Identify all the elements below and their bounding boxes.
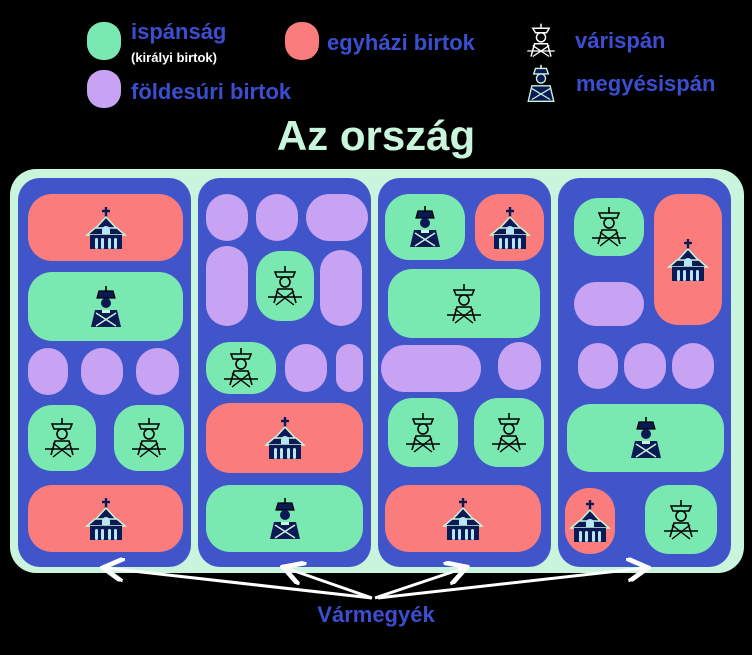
royal-estate [114, 405, 184, 471]
noble-estate [256, 194, 298, 241]
royal-estate [388, 269, 540, 338]
castle-guard-icon [658, 497, 704, 543]
royal-estate [474, 398, 544, 467]
noble-estate [574, 282, 644, 326]
legend-egyhazi-swatch [285, 22, 319, 60]
royal-estate [574, 198, 644, 256]
arrow-county-3 [374, 568, 464, 600]
castle-guard-icon [400, 410, 446, 456]
church-estate [654, 194, 722, 325]
noble-estate [672, 343, 714, 389]
church-estate [565, 488, 615, 554]
legend-ispansag-label: ispánság [131, 19, 227, 44]
count-bust-icon [402, 204, 448, 250]
church-icon [487, 205, 533, 251]
legend-egyhazi-label: egyházi birtok [327, 30, 475, 55]
church-icon [440, 496, 486, 542]
royal-estate [256, 251, 314, 321]
church-estate [475, 194, 544, 261]
castle-guard-icon [218, 345, 264, 391]
county-1 [18, 178, 191, 567]
castle-guard-icon [441, 281, 487, 327]
church-icon [262, 415, 308, 461]
noble-estate [206, 194, 248, 241]
noble-estate [578, 343, 618, 389]
noble-estate [206, 246, 248, 326]
count-bust-icon [623, 415, 669, 461]
noble-estate [306, 194, 368, 241]
royal-estate [388, 398, 458, 467]
church-estate [385, 485, 541, 552]
arrow-county-4 [377, 568, 645, 600]
noble-estate [320, 250, 362, 326]
castle-guard-icon [586, 204, 632, 250]
royal-estate [28, 405, 96, 471]
noble-estate [336, 344, 363, 392]
county-2 [198, 178, 371, 567]
counties-label: Vármegyék [317, 602, 435, 627]
noble-estate [285, 344, 327, 392]
noble-estate [81, 348, 123, 395]
count-bust-icon [83, 284, 129, 330]
church-estate [206, 403, 363, 473]
castle-guard-icon [486, 410, 532, 456]
castle-guard-icon [39, 415, 85, 461]
county-3 [378, 178, 551, 567]
noble-estate [624, 343, 666, 389]
church-icon [83, 205, 129, 251]
county-4 [558, 178, 731, 567]
count-bust-icon [520, 63, 562, 110]
castle-guard-icon [126, 415, 172, 461]
church-estate [28, 485, 183, 552]
royal-estate [206, 342, 276, 394]
royal-estate [645, 485, 717, 554]
count-bust-icon [262, 496, 308, 542]
castle-guard-icon [262, 263, 308, 309]
arrow-county-2 [286, 568, 373, 600]
noble-estate [28, 348, 68, 395]
church-icon [665, 237, 711, 283]
church-estate [28, 194, 183, 261]
legend-ispansag-swatch [87, 22, 121, 60]
legend-varispan-label: várispán [575, 28, 666, 53]
legend-foldesuri-swatch [87, 70, 121, 108]
royal-estate [206, 485, 363, 552]
arrow-county-1 [106, 568, 373, 600]
church-icon [83, 496, 129, 542]
royal-estate [385, 194, 465, 260]
royal-estate [567, 404, 724, 472]
legend-megyesispan-label: megyésispán [576, 71, 716, 96]
church-icon [567, 498, 613, 544]
page-title: Az ország [276, 112, 476, 159]
noble-estate [381, 345, 481, 392]
castle-guard-icon [520, 20, 562, 67]
noble-estate [498, 342, 541, 390]
legend-ispansag-sublabel: (királyi birtok) [131, 50, 217, 65]
royal-estate [28, 272, 183, 341]
noble-estate [136, 348, 179, 395]
legend-foldesuri-label: földesúri birtok [131, 79, 292, 104]
